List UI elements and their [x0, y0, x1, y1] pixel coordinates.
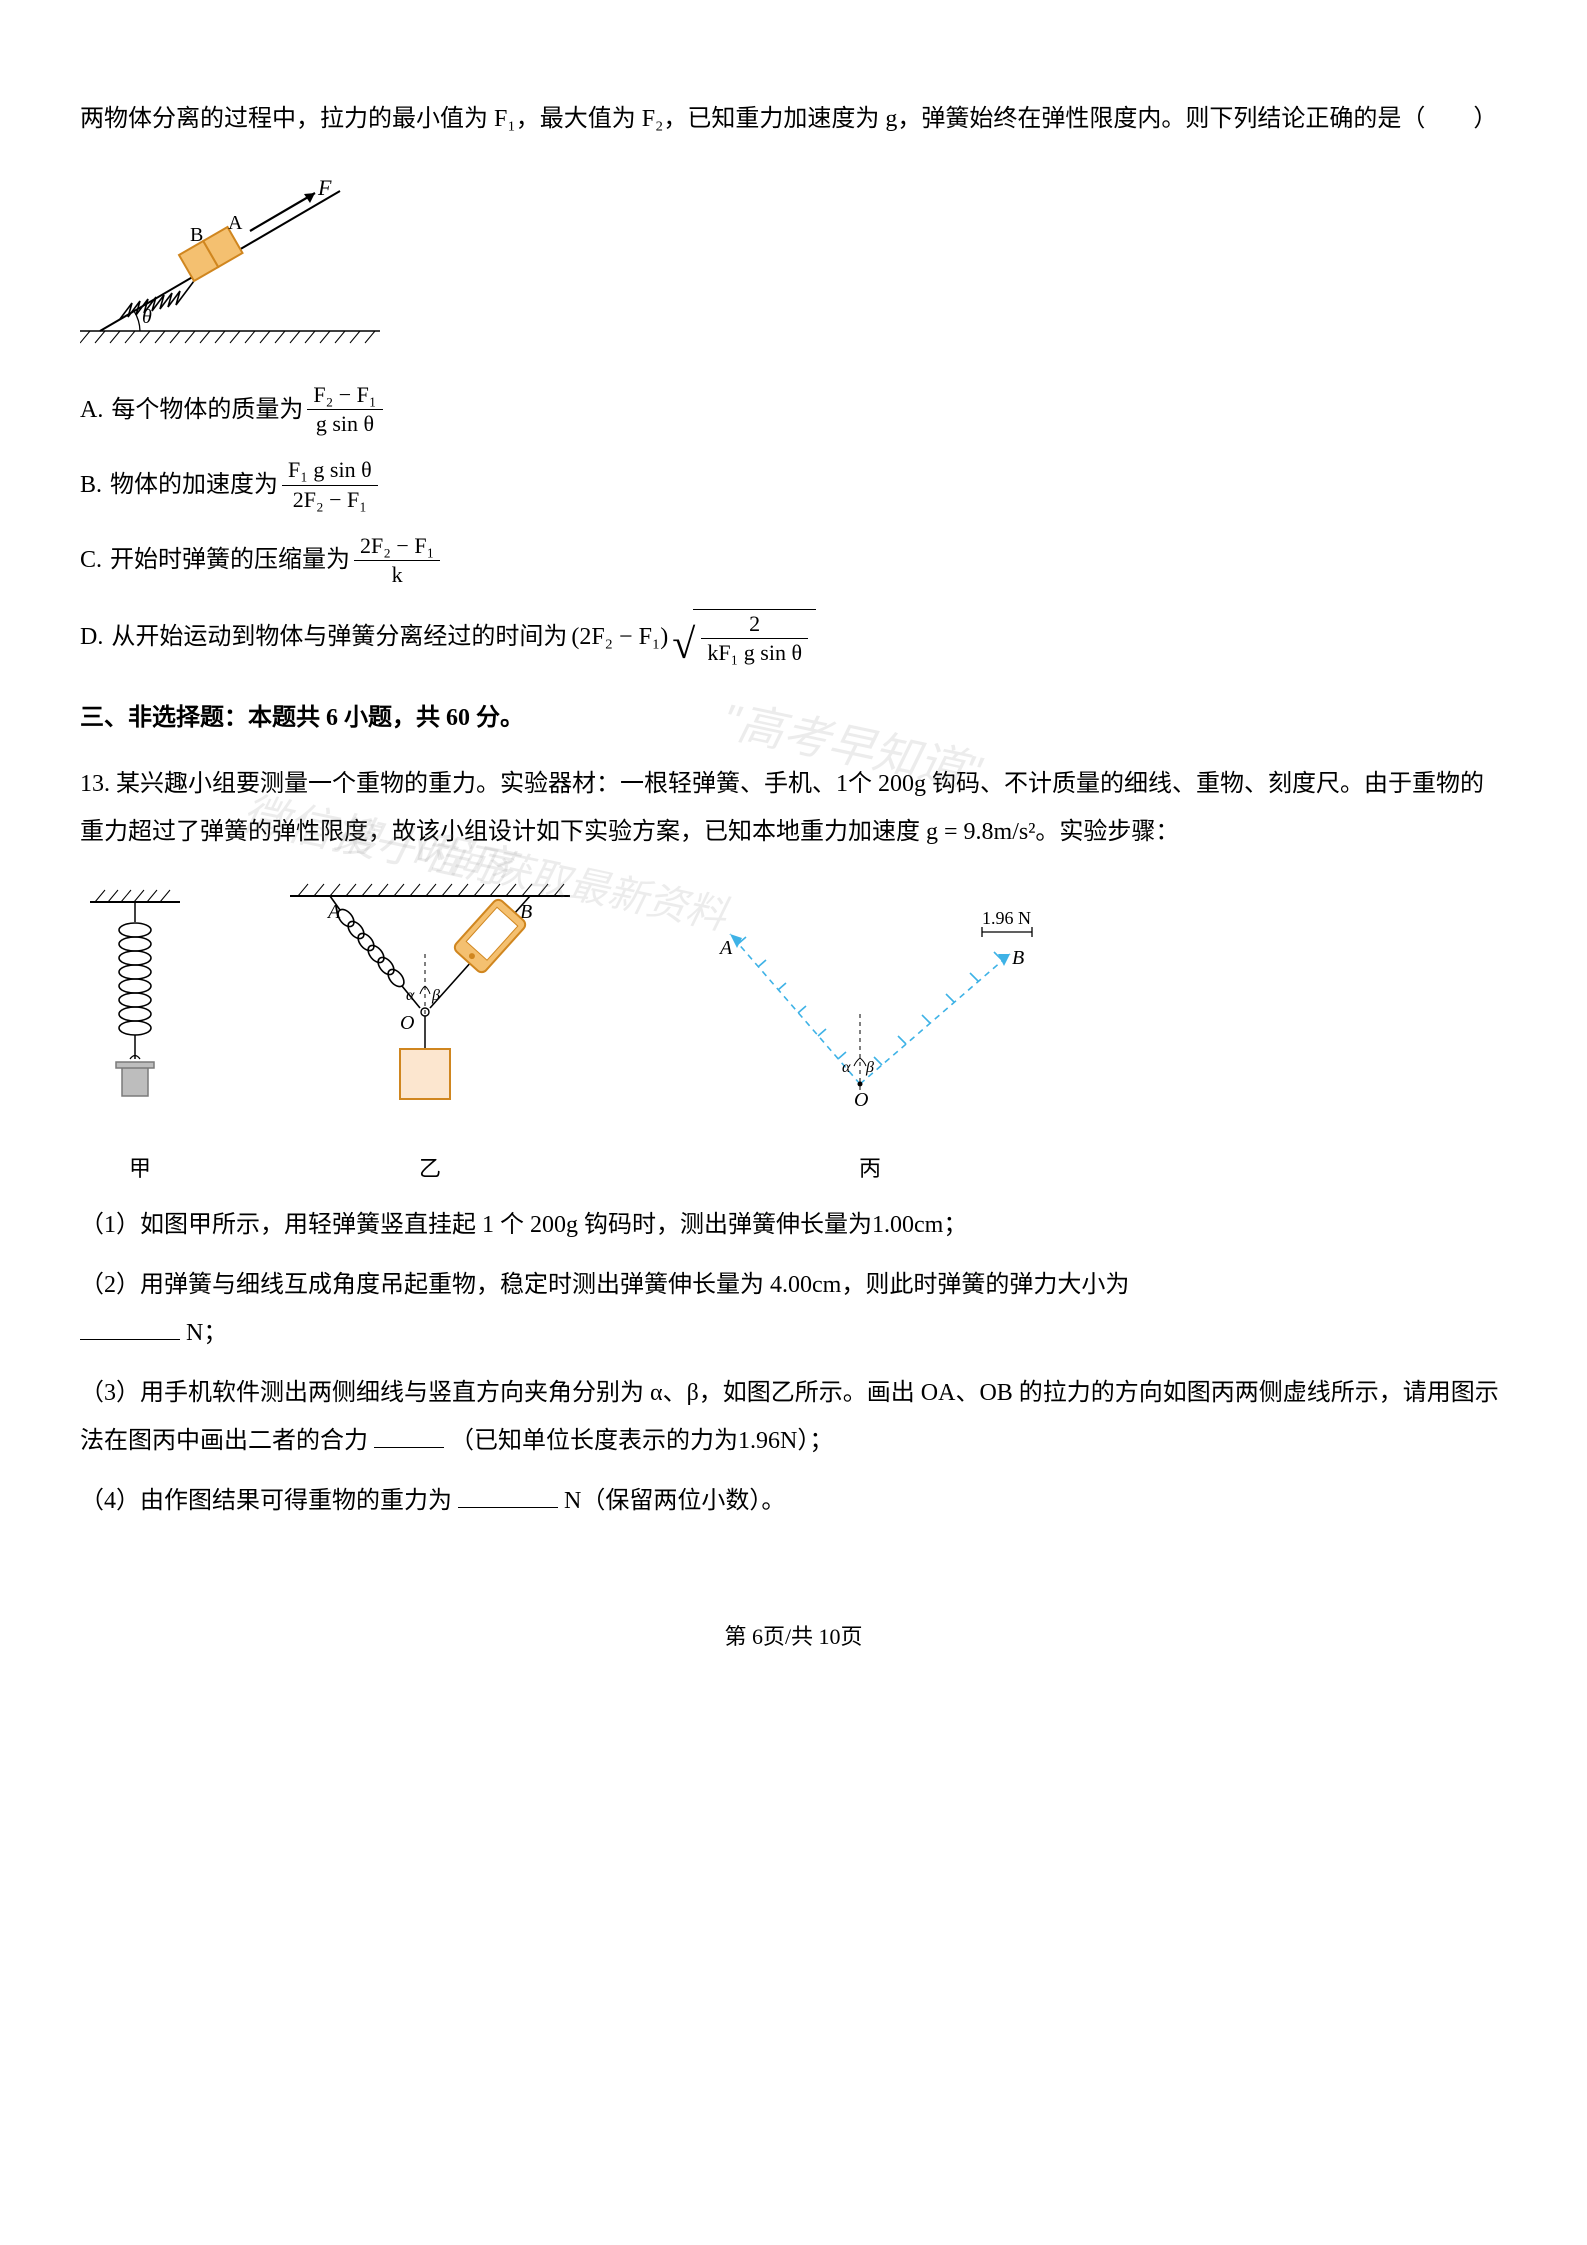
q12-option-D: D. 从开始运动到物体与弹簧分离经过的时间为 (2F₂ − F₁) √ 2 kF… [80, 609, 1507, 665]
fig-yi-caption: 乙 [270, 1147, 590, 1191]
fig-jia-svg [80, 884, 200, 1124]
bing-O: O [854, 1089, 868, 1111]
q13-step4b: N（保留两位小数）。 [564, 1488, 785, 1514]
optA-label: A. [80, 386, 103, 434]
q13-step3b: （已知单位长度表示的力为1.96N）； [450, 1428, 833, 1454]
label-A: A [228, 212, 243, 234]
yi-beta: β [431, 987, 440, 1004]
q13-step2a: （2）用弹簧与细线互成角度吊起重物，稳定时测出弹簧伸长量为 4.00cm，则此时… [80, 1272, 1129, 1298]
q12-continuation: 两物体分离的过程中，拉力的最小值为 F₁，最大值为 F₂，已知重力加速度为 g，… [80, 95, 1507, 143]
optD-coef: (2F₂ − F₁) [571, 613, 668, 661]
optA-frac: F₂ − F₁ g sin θ [307, 383, 382, 436]
optC-label: C. [80, 536, 102, 584]
fig-yi: A B [270, 874, 590, 1191]
q13-blank-1[interactable] [80, 1311, 180, 1340]
label-F: F [317, 175, 332, 200]
optB-frac: F₁ g sin θ 2F₂ − F₁ [282, 458, 378, 511]
bing-scale: 1.96 N [982, 908, 1031, 928]
q13-figure-row: 甲 A B [80, 874, 1507, 1191]
q13-step1: （1）如图甲所示，用轻弹簧竖直挂起 1 个 200g 钩码时，测出弹簧伸长量为1… [80, 1201, 1507, 1249]
optC-den: k [354, 561, 440, 587]
optB-text: 物体的加速度为 [110, 461, 278, 509]
fig-bing-svg: 1.96 N [660, 894, 1080, 1124]
q13-step2b: N； [186, 1320, 227, 1346]
page-footer: 第 6页/共 10页 [80, 1615, 1507, 1659]
q13-blank-3[interactable] [458, 1479, 558, 1508]
label-B: B [190, 224, 203, 246]
optD-text: 从开始运动到物体与弹簧分离经过的时间为 [111, 613, 567, 661]
optB-num: F₁ g sin θ [282, 458, 378, 485]
bing-A: A [718, 937, 733, 959]
q12-diagram: θ B A F [80, 161, 1507, 361]
fig-yi-svg: A B [270, 874, 590, 1124]
optC-num: 2F₂ − F₁ [354, 534, 440, 561]
bing-beta: β [865, 1059, 874, 1076]
optD-sqrt: √ 2 kF₁ g sin θ [672, 609, 816, 665]
fig-bing-caption: 丙 [660, 1147, 1080, 1191]
optB-label: B. [80, 461, 102, 509]
section3-heading: 三、非选择题：本题共 6 小题，共 60 分。 [80, 694, 1507, 742]
optC-frac: 2F₂ − F₁ k [354, 534, 440, 587]
bing-B: B [1012, 947, 1024, 969]
incline-svg: θ B A F [80, 161, 400, 361]
fig-jia-caption: 甲 [80, 1147, 200, 1191]
optC-text: 开始时弹簧的压缩量为 [110, 536, 350, 584]
optD-sqrt-num: 2 [701, 612, 808, 639]
optA-num: F₂ − F₁ [307, 383, 382, 410]
fig-jia: 甲 [80, 884, 200, 1191]
bing-alpha: α [842, 1059, 851, 1076]
fig-bing: 1.96 N [660, 894, 1080, 1191]
optA-den: g sin θ [307, 410, 382, 436]
yi-alpha: α [406, 987, 415, 1004]
page-content: 两物体分离的过程中，拉力的最小值为 F₁，最大值为 F₂，已知重力加速度为 g，… [80, 95, 1507, 1659]
q12-option-B: B. 物体的加速度为 F₁ g sin θ 2F₂ − F₁ [80, 458, 1507, 511]
q13-step4a: （4）由作图结果可得重物的重力为 [80, 1488, 452, 1514]
yi-O: O [400, 1012, 414, 1034]
q13-blank-2[interactable] [374, 1419, 444, 1448]
q12-option-A: A. 每个物体的质量为 F₂ − F₁ g sin θ [80, 383, 1507, 436]
q12-option-C: C. 开始时弹簧的压缩量为 2F₂ − F₁ k [80, 534, 1507, 587]
optD-sqrt-den: kF₁ g sin θ [701, 639, 808, 665]
optB-den: 2F₂ − F₁ [282, 486, 378, 512]
q13-step2: （2）用弹簧与细线互成角度吊起重物，稳定时测出弹簧伸长量为 4.00cm，则此时… [80, 1261, 1507, 1357]
optA-text: 每个物体的质量为 [111, 386, 303, 434]
q13-intro: 13. 某兴趣小组要测量一个重物的重力。实验器材：一根轻弹簧、手机、1个 200… [80, 760, 1507, 856]
q13-step3: （3）用手机软件测出两侧细线与竖直方向夹角分别为 α、β，如图乙所示。画出 OA… [80, 1369, 1507, 1465]
q13-step4: （4）由作图结果可得重物的重力为 N（保留两位小数）。 [80, 1477, 1507, 1525]
optD-label: D. [80, 613, 103, 661]
